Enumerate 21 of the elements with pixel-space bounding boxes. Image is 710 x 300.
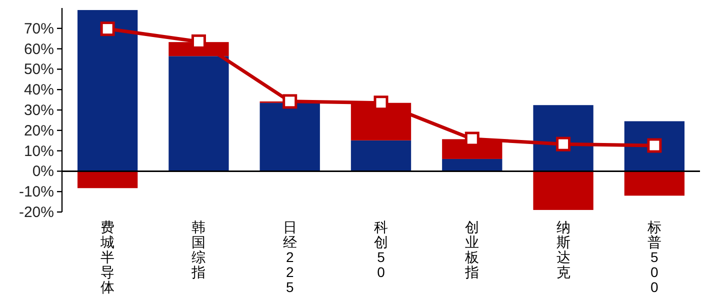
point [282, 94, 298, 109]
point [100, 22, 115, 36]
y-tick-label: 40% [24, 82, 54, 99]
y-tick-label: 60% [24, 40, 54, 58]
point [556, 136, 571, 152]
x-tick-label: 创业板指 [464, 219, 480, 280]
x-tick-label: 科创50 [374, 219, 388, 280]
x-tick-label: 标普500 [646, 219, 662, 295]
x-tick-label: 费城半导体 [100, 219, 115, 295]
y-tick-label: 30% [24, 102, 54, 119]
y-tick-label: -20% [18, 204, 54, 221]
x-tick-label: 日经225 [282, 219, 297, 295]
y-tick-label: 20% [24, 122, 54, 140]
y-tick-label: 10% [24, 142, 54, 160]
x-tick-label: 纳斯达克 [556, 219, 570, 280]
y-tick-label: -10% [18, 184, 54, 201]
point [647, 138, 662, 153]
y-tick-label: 70% [24, 20, 54, 38]
y-tick-label: 0% [32, 163, 54, 180]
x-tick-label: 韩国综指 [190, 219, 206, 280]
y-tick-label: 50% [24, 61, 54, 78]
